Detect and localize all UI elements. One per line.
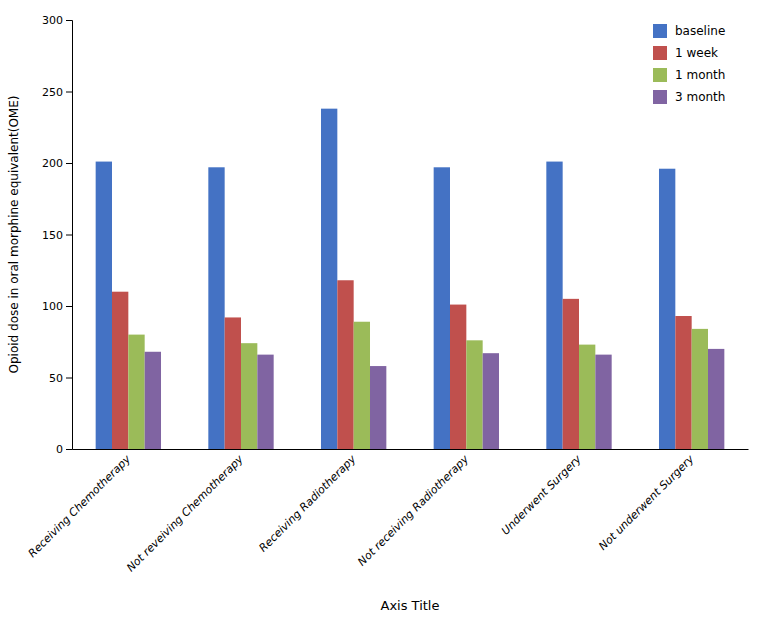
x-tick: Receiving Radiotherapy bbox=[256, 452, 358, 554]
legend-item: baseline bbox=[653, 24, 725, 38]
x-axis-line bbox=[73, 449, 749, 450]
x-tick-label: Not underwent Surgery bbox=[596, 452, 697, 553]
y-tick: 0 bbox=[56, 443, 72, 456]
y-tick-label: 250 bbox=[42, 86, 63, 99]
bar bbox=[225, 317, 241, 449]
x-tick-label: Receiving Radiotherapy bbox=[256, 452, 358, 554]
y-tick-mark bbox=[66, 449, 72, 450]
bar bbox=[692, 329, 708, 449]
y-tick-mark bbox=[66, 306, 72, 307]
bar bbox=[579, 345, 595, 449]
x-tick-label: Underwent Surgery bbox=[499, 452, 584, 537]
x-tick-label: Not reveiving Chemotherapy bbox=[124, 452, 246, 574]
legend-label: baseline bbox=[675, 24, 725, 38]
legend-swatch bbox=[653, 24, 667, 38]
y-tick-mark bbox=[66, 163, 72, 164]
x-tick: Not reveiving Chemotherapy bbox=[124, 452, 246, 574]
bar bbox=[128, 335, 144, 449]
y-tick-label: 50 bbox=[49, 372, 63, 385]
x-tick: Not receiving Radiotherapy bbox=[355, 452, 471, 568]
bar bbox=[321, 109, 337, 449]
x-tick: Underwent Surgery bbox=[499, 452, 584, 537]
y-tick-mark bbox=[66, 378, 72, 379]
y-tick: 200 bbox=[42, 157, 72, 170]
legend-item: 3 month bbox=[653, 90, 725, 104]
bars bbox=[96, 109, 725, 449]
y-tick: 100 bbox=[42, 300, 72, 313]
y-tick-label: 200 bbox=[42, 157, 63, 170]
bar bbox=[659, 169, 675, 449]
legend-label: 1 week bbox=[675, 46, 718, 60]
y-axis-line bbox=[66, 21, 73, 450]
bar bbox=[675, 316, 691, 449]
legend: baseline 1 week 1 month 3 month bbox=[653, 24, 725, 104]
bar bbox=[466, 340, 482, 449]
bar bbox=[450, 305, 466, 449]
chart: 0 50 100 150 200 250 300 Receiving Chemotherapy… bbox=[0, 0, 768, 624]
bar bbox=[370, 366, 386, 449]
y-tick: 300 bbox=[42, 14, 72, 27]
x-axis: Receiving ChemotherapyNot reveiving Chem… bbox=[26, 450, 749, 575]
y-tick-mark bbox=[66, 92, 72, 93]
bar bbox=[337, 280, 353, 449]
bar-series bbox=[112, 280, 692, 449]
y-tick: 50 bbox=[49, 372, 72, 385]
y-tick: 150 bbox=[42, 229, 72, 242]
bar bbox=[708, 349, 724, 449]
bar bbox=[257, 355, 273, 449]
x-tick: Not underwent Surgery bbox=[596, 452, 697, 553]
x-tick: Receiving Chemotherapy bbox=[26, 452, 134, 560]
y-tick: 250 bbox=[42, 86, 72, 99]
legend-label: 1 month bbox=[675, 68, 725, 82]
bar bbox=[483, 353, 499, 449]
legend-swatch bbox=[653, 90, 667, 104]
legend-swatch bbox=[653, 46, 667, 60]
legend-item: 1 month bbox=[653, 68, 725, 82]
bar bbox=[595, 355, 611, 449]
y-tick-label: 300 bbox=[42, 14, 63, 27]
x-tick-label: Not receiving Radiotherapy bbox=[355, 452, 471, 568]
x-tick-label: Receiving Chemotherapy bbox=[26, 452, 134, 560]
plot: 0 50 100 150 200 250 300 Receiving Chemotherapy… bbox=[26, 14, 749, 574]
y-axis: 0 50 100 150 200 250 300 bbox=[42, 14, 73, 456]
y-tick-label: 150 bbox=[42, 229, 63, 242]
y-axis-title: Opioid dose in oral morphine equivalent(… bbox=[7, 96, 21, 374]
bar bbox=[208, 167, 224, 449]
x-axis-title: Axis Title bbox=[381, 598, 440, 613]
bar-series bbox=[145, 349, 725, 449]
bar-series bbox=[96, 109, 676, 449]
y-tick-label: 100 bbox=[42, 300, 63, 313]
bar bbox=[96, 162, 112, 449]
y-tick-label: 0 bbox=[56, 443, 63, 456]
bar bbox=[563, 299, 579, 449]
legend-label: 3 month bbox=[675, 90, 725, 104]
y-tick-mark bbox=[66, 20, 72, 21]
y-tick-mark bbox=[66, 235, 72, 236]
bar bbox=[354, 322, 370, 449]
bar bbox=[434, 167, 450, 449]
legend-item: 1 week bbox=[653, 46, 718, 60]
bar bbox=[241, 343, 257, 449]
bar bbox=[546, 162, 562, 449]
bar bbox=[112, 292, 128, 449]
bar-series bbox=[128, 322, 708, 449]
legend-swatch bbox=[653, 68, 667, 82]
bar bbox=[145, 352, 161, 449]
